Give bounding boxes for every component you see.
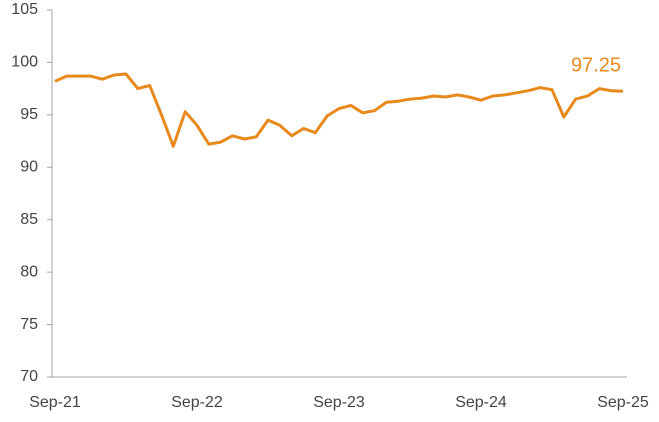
y-tick-label: 90 (20, 159, 38, 176)
y-tick-label: 70 (20, 368, 38, 385)
y-tick-label: 85 (20, 211, 38, 228)
x-tick-label: Sep-24 (455, 394, 507, 411)
y-tick-label: 100 (11, 54, 38, 71)
x-tick-label: Sep-25 (597, 394, 649, 411)
data-label: 97.25 (571, 55, 621, 77)
x-tick-label: Sep-21 (29, 394, 81, 411)
line (54, 72, 624, 148)
y-tick-label: 75 (20, 316, 38, 333)
y-tick-label: 95 (20, 106, 38, 123)
y-tick-label: 80 (20, 263, 38, 280)
x-tick-label: Sep-23 (313, 394, 365, 411)
x-tick-label: Sep-22 (171, 394, 223, 411)
y-tick-label: 105 (11, 1, 38, 18)
